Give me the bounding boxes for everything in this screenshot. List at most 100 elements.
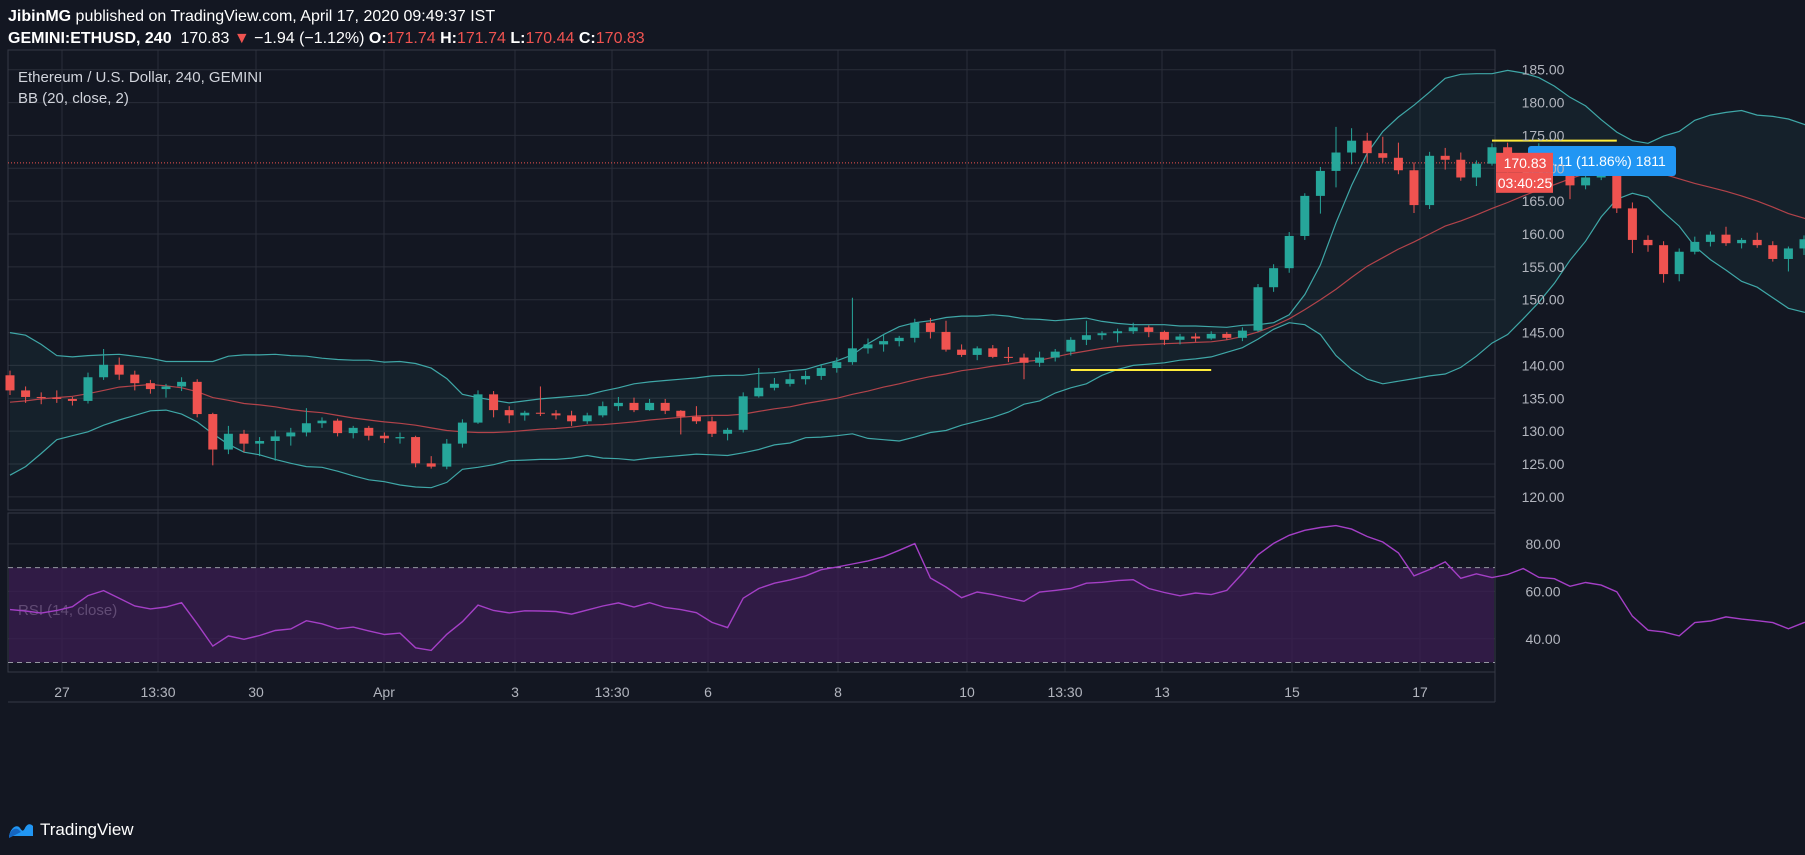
candle-body — [1425, 155, 1435, 206]
candle-body — [1191, 336, 1201, 339]
rsi-tick-label: 80.00 — [1525, 536, 1560, 552]
candle-body — [1456, 159, 1466, 178]
candle — [816, 364, 826, 380]
candle — [333, 418, 343, 437]
candle — [379, 432, 389, 443]
symbol-quote-line: GEMINI:ETHUSD, 240 170.83 ▼ −1.94 (−1.12… — [8, 28, 645, 50]
candles — [5, 126, 1805, 470]
candle-body — [442, 443, 452, 467]
candle — [1627, 202, 1637, 254]
candle-body — [130, 374, 140, 384]
candle — [1456, 152, 1466, 181]
candle — [1393, 142, 1403, 175]
candle-body — [1113, 331, 1123, 334]
candle-body — [988, 348, 998, 357]
candle-body — [333, 420, 343, 434]
candle-body — [36, 396, 46, 398]
candle-body — [1019, 357, 1029, 363]
candle-body — [1721, 234, 1731, 244]
time-tick-label: 13:30 — [594, 684, 629, 700]
candle-body — [567, 415, 577, 422]
candle — [21, 386, 31, 403]
candle — [1331, 126, 1341, 188]
candle — [769, 377, 779, 391]
candle — [598, 401, 608, 418]
candle — [1081, 320, 1091, 346]
candle — [1159, 330, 1169, 346]
candle-body — [1081, 335, 1091, 340]
candle — [582, 412, 592, 424]
candle-body — [114, 364, 124, 375]
candle-body — [957, 349, 967, 355]
candle-body — [1206, 333, 1216, 339]
candle-body — [379, 435, 389, 439]
candle-body — [1066, 339, 1076, 352]
candle-body — [1752, 239, 1762, 246]
candle — [988, 345, 998, 359]
time-tick-label: 13 — [1154, 684, 1170, 700]
candle — [832, 357, 842, 373]
candle-body — [1393, 157, 1403, 171]
candle — [723, 427, 733, 441]
candle — [1206, 331, 1216, 340]
candle-body — [785, 379, 795, 384]
candle — [1128, 322, 1138, 334]
candle-body — [925, 322, 935, 332]
publisher-username[interactable]: JibinMG — [8, 8, 72, 25]
candle-body — [676, 410, 686, 417]
rsi-tick-label: 40.00 — [1525, 631, 1560, 647]
candle-body — [1331, 152, 1341, 171]
candle-body — [489, 394, 499, 411]
candle-body — [598, 406, 608, 416]
candle — [972, 346, 982, 361]
candle — [317, 417, 327, 428]
candle-body — [239, 433, 249, 444]
candle — [99, 349, 109, 380]
candle-body — [582, 415, 592, 422]
candle-body — [629, 402, 639, 411]
candle-body — [161, 386, 171, 390]
price-tick-label: 160.00 — [1522, 226, 1565, 242]
candle — [925, 318, 935, 339]
candle-body — [1128, 327, 1138, 332]
candle — [83, 372, 93, 404]
candle-body — [738, 396, 748, 430]
price-tick-label: 155.00 — [1522, 259, 1565, 275]
price-pane-title: Ethereum / U.S. Dollar, 240, GEMINI — [18, 69, 262, 86]
candle-body — [1237, 330, 1247, 338]
time-tick-label: 13:30 — [140, 684, 175, 700]
candle — [1284, 232, 1294, 273]
candle-body — [723, 429, 733, 434]
candle — [1175, 333, 1185, 345]
time-tick-label: 10 — [959, 684, 975, 700]
footer-brand[interactable]: TradingView — [8, 820, 134, 840]
high-label: H: — [440, 30, 457, 47]
publish-info: published on TradingView.com, April 17, … — [71, 8, 496, 25]
price-tick-label: 130.00 — [1522, 423, 1565, 439]
price-tick-label: 175.00 — [1522, 127, 1565, 143]
candle-body — [1581, 177, 1591, 186]
candle — [177, 377, 187, 392]
candle — [1799, 235, 1805, 256]
candle-body — [816, 368, 826, 376]
candle — [395, 432, 405, 444]
candle-body — [535, 412, 545, 414]
symbol-name[interactable]: GEMINI:ETHUSD, 240 — [8, 30, 172, 47]
candle-body — [1159, 331, 1169, 340]
candle-body — [255, 441, 265, 444]
candle — [426, 456, 436, 469]
candle — [1035, 351, 1045, 367]
candle — [1222, 331, 1232, 340]
candle — [847, 297, 857, 365]
candle — [879, 333, 889, 352]
bollinger-indicator-label: BB (20, close, 2) — [18, 90, 129, 107]
countdown-tag: 03:40:25 — [1498, 175, 1553, 191]
time-tick-label: 27 — [54, 684, 70, 700]
candle — [411, 435, 421, 468]
time-tick-label: 8 — [834, 684, 842, 700]
time-tick-label: 30 — [248, 684, 264, 700]
candle-body — [286, 432, 296, 437]
candle — [567, 410, 577, 426]
candle-body — [941, 331, 951, 350]
